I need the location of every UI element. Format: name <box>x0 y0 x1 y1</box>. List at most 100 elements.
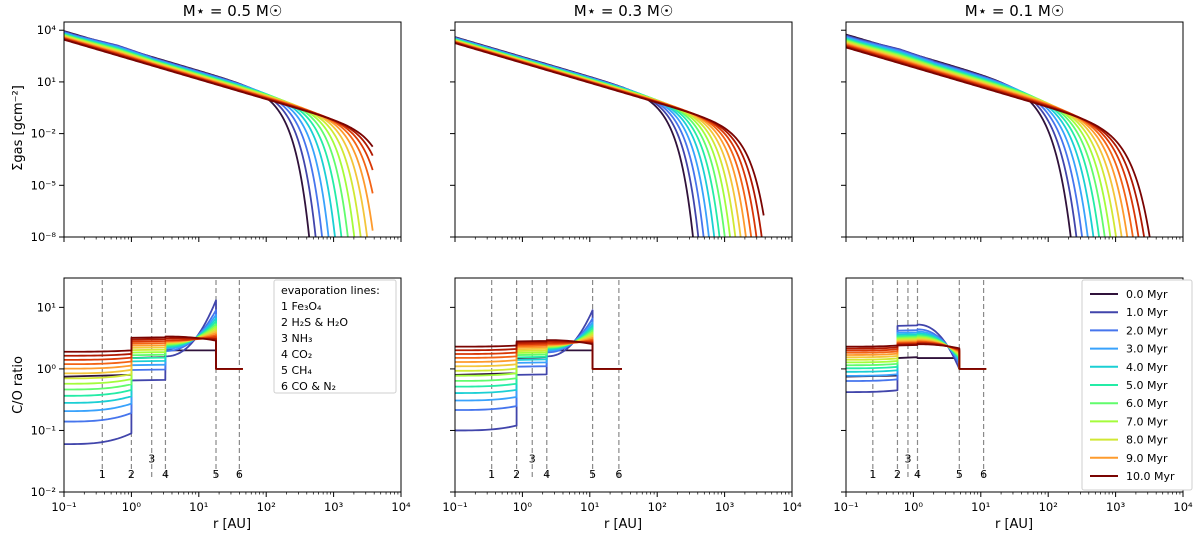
x-tick-label: 10¹ <box>189 500 208 514</box>
co-curve-1-14 <box>455 339 622 370</box>
evap-item-4: 4 CO₂ <box>281 348 312 361</box>
x-tick-label: 10³ <box>1106 500 1126 514</box>
evaporation-label-2: 2 <box>513 468 520 481</box>
ylabel-bottom: C/O ratio <box>11 356 26 414</box>
plot-area-top-2 <box>846 33 1151 237</box>
legend-label-5: 5.0 Myr <box>1126 379 1168 392</box>
y-tick-label: 10⁻⁵ <box>31 178 57 192</box>
x-tick-label: 10² <box>257 500 276 514</box>
plot-area-bot-0 <box>64 280 243 478</box>
x-tick-label: 10⁰ <box>904 500 924 514</box>
xlabel-right: r [AU] <box>995 517 1033 532</box>
x-tick-label: 10⁻¹ <box>51 500 76 514</box>
x-tick-label: 10⁴ <box>1173 500 1193 514</box>
sigma-curve-1-14 <box>455 42 765 216</box>
legend-label-0: 0.0 Myr <box>1126 288 1168 301</box>
x-tick-label: 10³ <box>324 500 344 514</box>
evaporation-label-3: 3 <box>529 453 536 466</box>
xlabel-left: r [AU] <box>213 517 251 532</box>
y-tick-label: 10⁻² <box>31 127 56 141</box>
axes-frame-top-1 <box>454 21 793 238</box>
y-tick-label: 10⁰ <box>37 362 57 376</box>
x-tick-label: 10² <box>1039 500 1058 514</box>
x-tick-label: 10¹ <box>580 500 599 514</box>
x-tick-label: 10⁴ <box>391 500 411 514</box>
x-tick-label: 10⁴ <box>782 500 802 514</box>
axes-frame-bot-0 <box>63 277 402 493</box>
co-curve-1-4 <box>455 324 622 394</box>
xlabel-middle: r [AU] <box>604 517 642 532</box>
evap-item-1: 1 Fe₃O₄ <box>281 300 322 313</box>
evaporation-label-5: 5 <box>213 468 220 481</box>
legend-label-8: 8.0 Myr <box>1126 434 1168 447</box>
y-tick-label: 10⁻¹ <box>31 423 56 437</box>
ylabel-top: Σgas [gcm⁻²] <box>11 85 26 171</box>
sigma-curve-0-3 <box>64 32 330 237</box>
sigma-curve-0-1 <box>64 30 317 237</box>
y-tick-label: 10⁻² <box>31 485 56 499</box>
evaporation-label-5: 5 <box>589 468 596 481</box>
sigma-curve-0-9 <box>64 35 369 237</box>
evap-item-3: 3 NH₃ <box>281 332 312 345</box>
legend-label-7: 7.0 Myr <box>1126 415 1168 428</box>
x-tick-label: 10³ <box>715 500 735 514</box>
evaporation-label-1: 1 <box>488 468 495 481</box>
x-tick-label: 10⁻¹ <box>833 500 858 514</box>
evap-item-5: 5 CH₄ <box>281 364 312 377</box>
y-tick-label: 10¹ <box>37 300 56 314</box>
sigma-curve-2-0 <box>846 33 1072 237</box>
legend-label-3: 3.0 Myr <box>1126 343 1168 356</box>
sigma-curve-2-2 <box>846 35 1084 237</box>
evaporation-label-3: 3 <box>904 453 911 466</box>
sigma-curve-0-14 <box>64 38 374 148</box>
y-tick-label: 10¹ <box>37 75 56 89</box>
sigma-curve-1-1 <box>455 36 700 237</box>
evaporation-label-4: 4 <box>914 468 921 481</box>
sigma-curve-1-9 <box>455 40 742 237</box>
evap-item-6: 6 CO & N₂ <box>281 380 336 393</box>
evaporation-label-6: 6 <box>980 468 987 481</box>
sigma-curve-2-1 <box>846 34 1078 237</box>
sigma-curve-0-8 <box>64 35 362 237</box>
sigma-curve-0-11 <box>64 36 374 194</box>
x-tick-label: 10⁰ <box>513 500 533 514</box>
sigma-curve-0-2 <box>64 31 323 237</box>
sigma-curve-1-2 <box>455 37 705 237</box>
x-tick-label: 10⁰ <box>122 500 142 514</box>
sigma-curve-0-5 <box>64 33 343 237</box>
evaporation-label-4: 4 <box>162 468 169 481</box>
sigma-curve-1-0 <box>455 36 694 237</box>
sigma-curve-0-0 <box>64 30 311 237</box>
sigma-curve-2-14 <box>846 46 1151 237</box>
legend-label-1: 1.0 Myr <box>1126 306 1168 319</box>
legend-label-9: 9.0 Myr <box>1126 452 1168 465</box>
sigma-curve-1-4 <box>455 37 716 237</box>
evaporation-lines-box: evaporation lines: 1 Fe₃O₄ 2 H₂S & H₂O 3… <box>273 279 397 394</box>
x-tick-label: 10² <box>648 500 667 514</box>
sigma-curve-1-3 <box>455 37 710 237</box>
panel-title-2: M⋆ = 0.1 M☉ <box>965 2 1064 20</box>
sigma-curve-1-8 <box>455 39 737 237</box>
legend-label-4: 4.0 Myr <box>1126 361 1168 374</box>
sigma-curve-2-9 <box>846 41 1123 237</box>
co-curve-2-14 <box>846 343 987 370</box>
evaporation-label-3: 3 <box>148 453 155 466</box>
sigma-curve-1-12 <box>455 41 758 237</box>
evap-box-title: evaporation lines: <box>281 284 380 297</box>
evaporation-label-2: 2 <box>128 468 135 481</box>
co-curve-1-2 <box>455 317 622 411</box>
evaporation-label-4: 4 <box>543 468 550 481</box>
plot-area-bot-1 <box>455 280 622 478</box>
sigma-curve-2-10 <box>846 42 1129 237</box>
plot-area-top-1 <box>455 36 765 237</box>
legend-label-10: 10.0 Myr <box>1126 470 1175 483</box>
time-legend: 0.0 Myr 1.0 Myr 2.0 Myr 3.0 Myr 4.0 Myr 5.0 M… <box>1081 279 1193 491</box>
evaporation-label-2: 2 <box>894 468 901 481</box>
evaporation-label-6: 6 <box>615 468 622 481</box>
sigma-curve-1-11 <box>455 40 753 237</box>
evaporation-label-6: 6 <box>236 468 243 481</box>
legend-label-6: 6.0 Myr <box>1126 397 1168 410</box>
plot-area-bot-2 <box>846 280 987 478</box>
sigma-curve-0-12 <box>64 37 374 171</box>
y-tick-label: 10⁻⁸ <box>31 230 57 244</box>
